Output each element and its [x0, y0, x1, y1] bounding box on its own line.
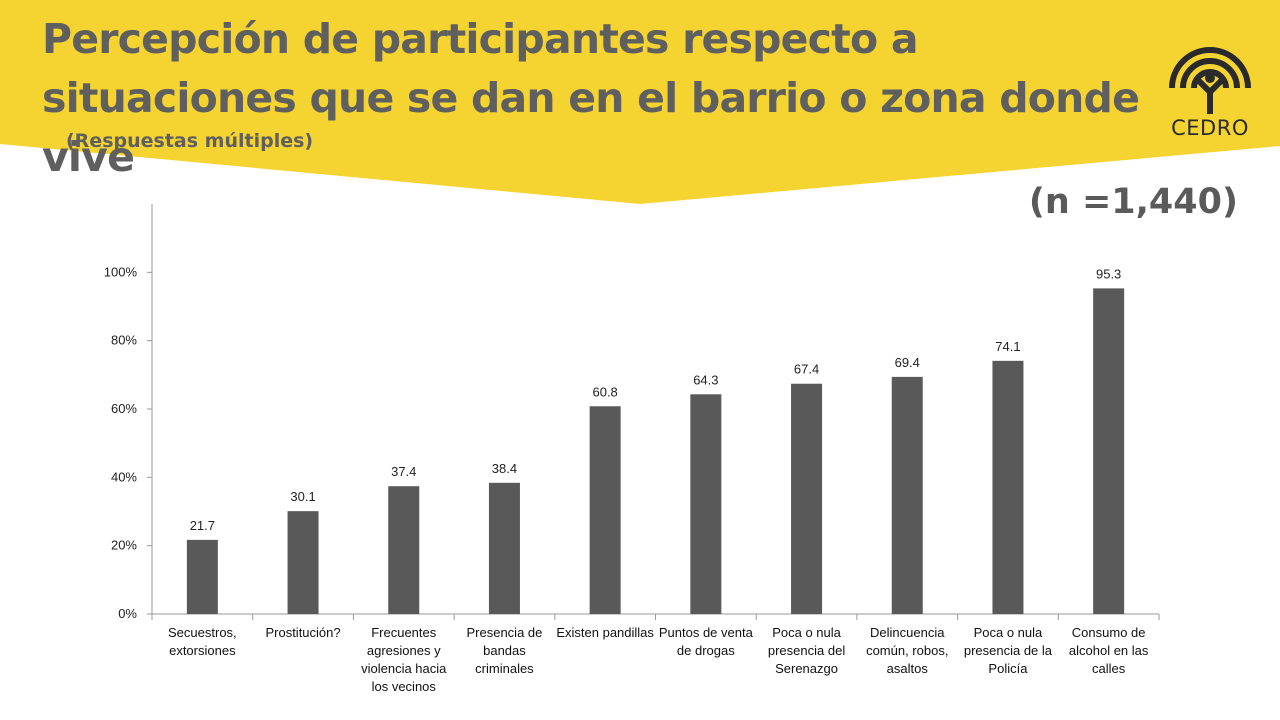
y-tick-label: 100% [104, 264, 138, 279]
chart-axes: 0% 20% 40% 60% 80% 100% [104, 204, 1160, 621]
bar [891, 376, 923, 614]
data-label: 37.4 [391, 464, 416, 479]
data-label: 64.3 [693, 372, 718, 387]
x-category-label: Delincuencia común, robos, asaltos [866, 625, 949, 676]
y-tick-label: 60% [111, 401, 137, 416]
data-label: 67.4 [794, 362, 819, 377]
chart-bars [186, 288, 1125, 614]
x-category-label: Poca o nula presencia de la Policía [963, 625, 1053, 676]
bar [488, 482, 520, 614]
x-category-label: Existen pandillas [556, 625, 654, 640]
x-category-label: Frecuentes agresiones y violencia hacia … [361, 625, 447, 694]
bar [589, 406, 621, 614]
data-label: 69.4 [895, 355, 920, 370]
data-label: 60.8 [592, 384, 617, 399]
x-category-label: Prostitución? [265, 625, 341, 640]
cedro-logo-icon [1169, 47, 1251, 114]
data-label: 21.7 [190, 518, 215, 533]
bar [388, 486, 420, 614]
bar [186, 539, 218, 614]
data-label: 38.4 [492, 461, 517, 476]
x-category-label: Secuestros, extorsiones [168, 625, 237, 658]
page-title: Percepción de participantes respecto a s… [42, 15, 1140, 181]
chart-data-labels: 21.7 30.1 37.4 38.4 60.8 64.3 67.4 69.4 74.1 95.3 [190, 266, 1122, 532]
bar [791, 383, 823, 614]
bar [992, 360, 1024, 614]
y-tick-label: 80% [111, 333, 137, 348]
y-tick-label: 0% [118, 606, 137, 621]
header-banner [0, 0, 1280, 204]
bar [690, 394, 722, 614]
x-category-label: Poca o nula presencia del Serenazgo [767, 625, 846, 676]
data-label: 95.3 [1096, 266, 1121, 281]
x-category-label: Presencia de bandas criminales [466, 625, 543, 676]
y-tick-label: 20% [111, 538, 137, 553]
bar [287, 511, 319, 614]
data-label: 30.1 [290, 489, 315, 504]
logo-text: CEDRO [1171, 116, 1249, 140]
page-subtitle: (Respuestas múltiples) [66, 130, 314, 152]
x-category-label: Puntos de venta de drogas [658, 625, 753, 658]
bar [1093, 288, 1125, 614]
sample-size-label: (n =1,440) [1028, 182, 1238, 222]
data-label: 74.1 [995, 339, 1020, 354]
y-tick-label: 40% [111, 469, 137, 484]
x-category-label: Consumo de alcohol en las calles [1068, 625, 1149, 676]
